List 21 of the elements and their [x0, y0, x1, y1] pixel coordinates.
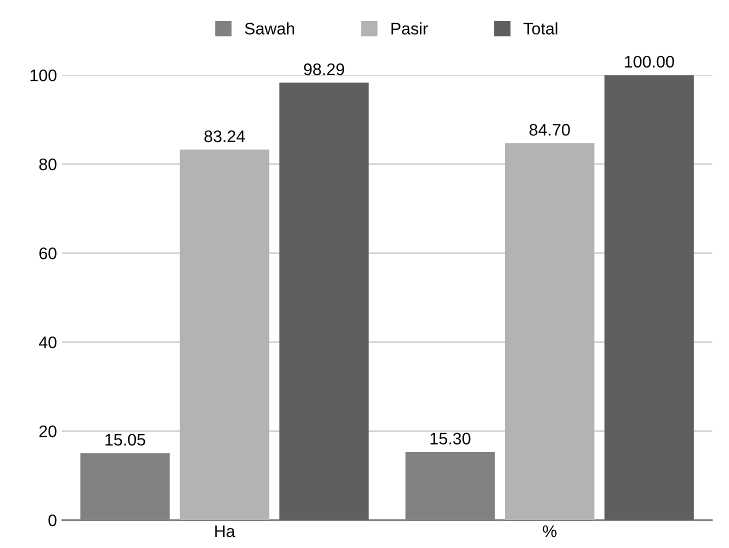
y-tick-label: 80: [39, 158, 56, 170]
data-label: 15.30: [430, 432, 470, 445]
y-tick-label: 0: [48, 514, 56, 526]
bar: [279, 82, 369, 520]
y-tick-label: 60: [39, 247, 56, 260]
data-label: 83.24: [204, 130, 245, 142]
legend-label: Total: [524, 22, 558, 35]
data-label: 84.70: [530, 124, 570, 136]
data-label: 100.00: [624, 56, 674, 68]
legend-label: Pasir: [392, 22, 428, 35]
legend-label: Sawah: [244, 22, 294, 35]
bar: [80, 453, 170, 520]
y-tick-label: 40: [38, 336, 56, 348]
y-tick-label: 100: [30, 69, 56, 82]
x-tick-label: %: [542, 525, 556, 538]
y-tick-label: 20: [39, 425, 56, 438]
data-label: 15.05: [105, 434, 146, 446]
bar: [604, 75, 694, 520]
bar: [405, 452, 495, 520]
x-tick-label: Ha: [215, 526, 236, 538]
data-label: 98.29: [304, 63, 344, 76]
